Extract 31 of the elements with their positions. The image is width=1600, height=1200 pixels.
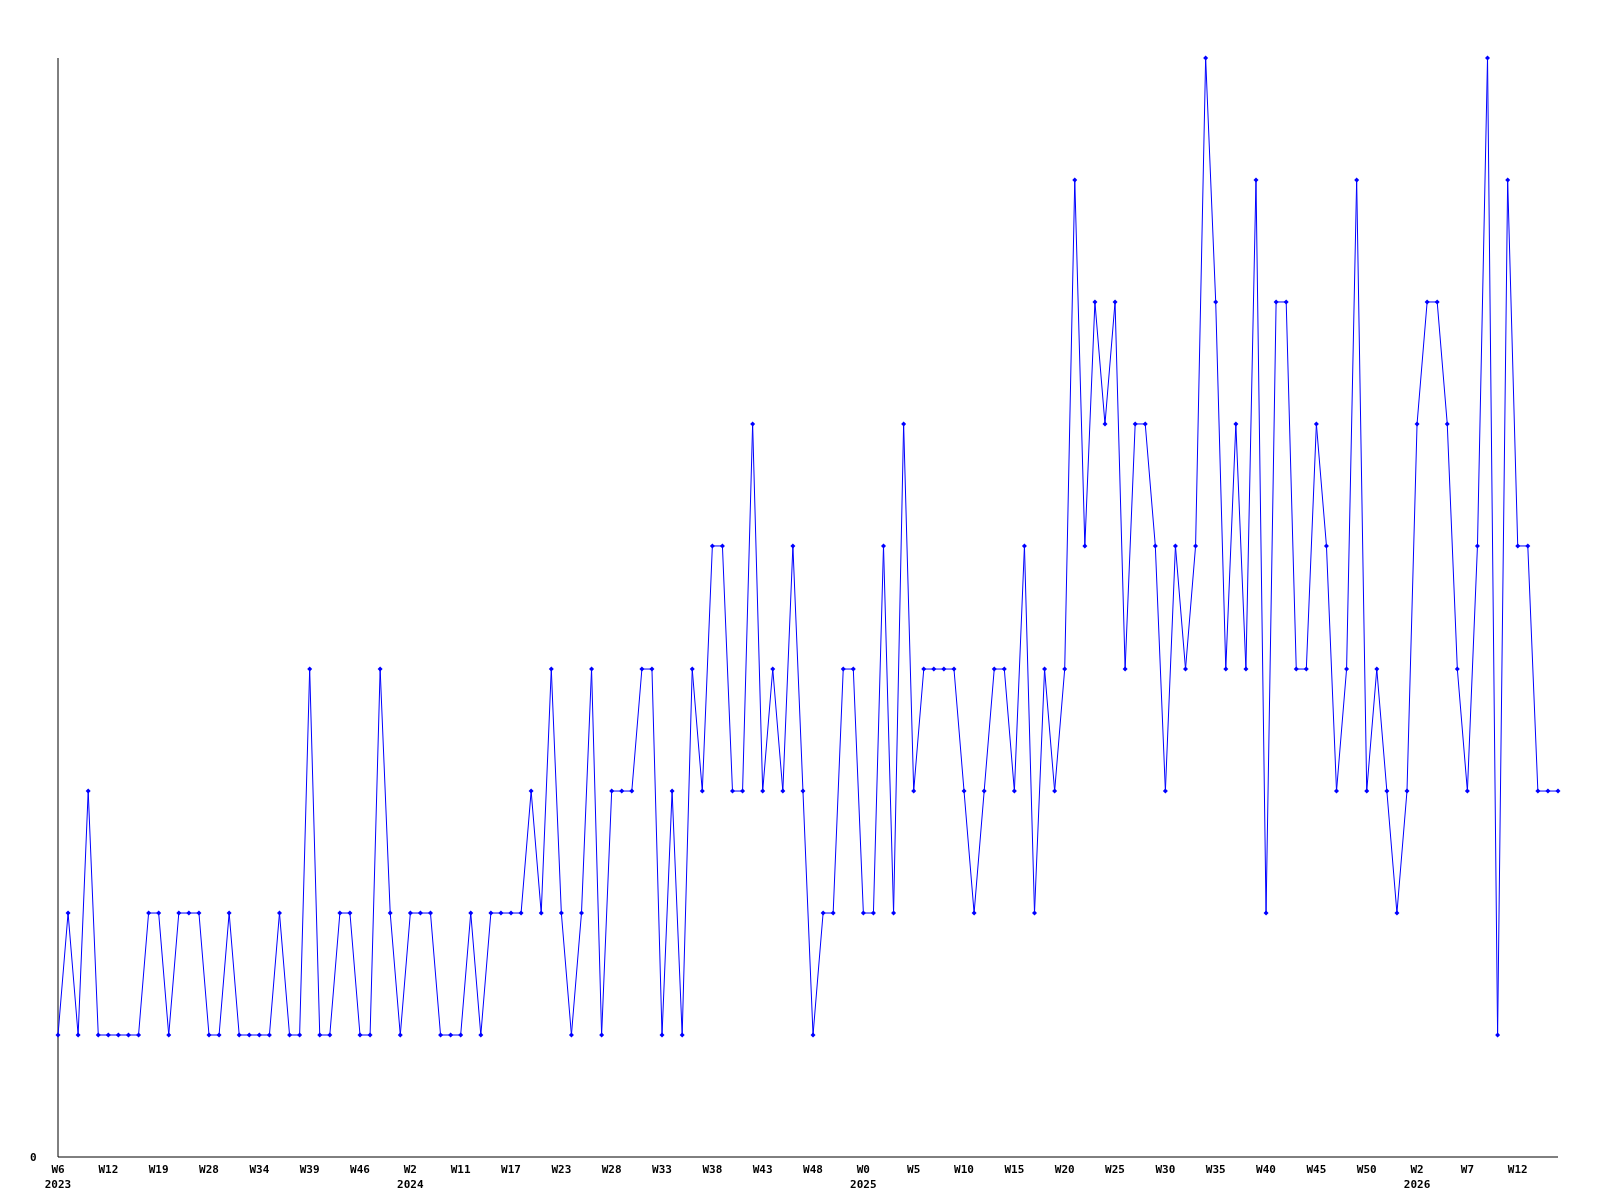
x-tick-label: W19 (148, 1163, 169, 1176)
text: 0 (30, 1151, 37, 1164)
x-tick-label: W20 (1054, 1163, 1075, 1176)
x-tick-label: W33 (652, 1163, 672, 1176)
x-tick-label: W7 (1460, 1163, 1475, 1176)
x-tick-label: W12 (98, 1163, 119, 1176)
x-tick-label: W17 (501, 1163, 521, 1176)
x-tick-label: W15 (1004, 1163, 1025, 1176)
x-tick-label: W39 (299, 1163, 320, 1176)
x-tick-label: W5 (907, 1163, 921, 1176)
x-tick-label: W2 2024 (397, 1163, 424, 1191)
x-tick-label: W25 (1105, 1163, 1125, 1176)
x-tick-label: W11 (450, 1163, 471, 1176)
x-tick-label: W45 (1306, 1163, 1327, 1176)
x-tick-label: W40 (1256, 1163, 1276, 1176)
x-tick-label: W38 (702, 1163, 723, 1176)
x-tick-label: W43 (752, 1163, 773, 1176)
x-tick-label: W12 (1507, 1163, 1528, 1176)
x-tick-label: W2 2026 (1403, 1163, 1431, 1191)
x-tick-label: W35 (1205, 1163, 1226, 1176)
x-tick-label: W10 (954, 1163, 974, 1176)
x-tick-label: W50 (1356, 1163, 1377, 1176)
x-tick-label: W34 (249, 1163, 270, 1176)
x-tick-label: W23 (551, 1163, 572, 1176)
x-tick-label: W6 2023 (44, 1163, 72, 1191)
x-tick-label: W28 (199, 1163, 219, 1176)
x-tick-label: W0 2025 (850, 1163, 877, 1191)
x-tick-label: W48 (803, 1163, 823, 1176)
x-tick-label: W46 (350, 1163, 371, 1176)
x-tick-label: W30 (1155, 1163, 1176, 1176)
x-tick-label: W28 (601, 1163, 622, 1176)
